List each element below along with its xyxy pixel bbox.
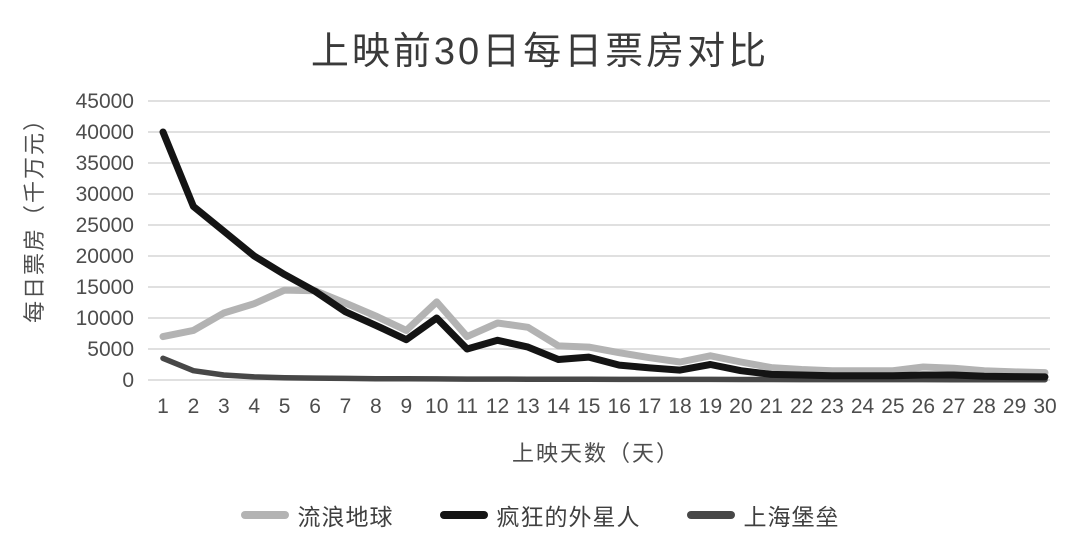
series-line-2 bbox=[160, 355, 1048, 383]
line-swatch-icon bbox=[439, 511, 488, 519]
legend-label: 疯狂的外星人 bbox=[496, 504, 641, 530]
x-tick-label: 12 bbox=[486, 395, 509, 418]
x-tick-label: 15 bbox=[577, 395, 600, 418]
legend: 流浪地球 疯狂的外星人 上海堡垒 bbox=[0, 498, 1080, 532]
x-tick-label: 19 bbox=[699, 395, 722, 418]
y-tick-label: 20000 bbox=[76, 245, 134, 268]
y-tick-label: 15000 bbox=[76, 276, 134, 299]
legend-item-shanghai-fortress: 上海堡垒 bbox=[686, 498, 840, 532]
x-tick-label: 28 bbox=[972, 395, 995, 418]
x-tick-label: 7 bbox=[340, 395, 352, 418]
x-tick-label: 18 bbox=[668, 395, 691, 418]
x-tick-label: 25 bbox=[881, 395, 904, 418]
legend-item-crazy-alien: 疯狂的外星人 bbox=[439, 498, 641, 532]
x-tick-label: 5 bbox=[279, 395, 291, 418]
y-tick-label: 10000 bbox=[76, 307, 134, 330]
x-tick-label: 26 bbox=[912, 395, 935, 418]
y-tick-label: 0 bbox=[122, 369, 134, 392]
x-tick-label: 27 bbox=[942, 395, 965, 418]
x-tick-label: 3 bbox=[218, 395, 230, 418]
x-tick-label: 9 bbox=[400, 395, 412, 418]
y-tick-label: 45000 bbox=[76, 90, 134, 113]
x-tick-label: 16 bbox=[608, 395, 631, 418]
chart-title: 上映前30日每日票房对比 bbox=[310, 31, 770, 73]
x-tick-label: 4 bbox=[248, 395, 260, 418]
x-tick-label: 11 bbox=[456, 395, 478, 418]
legend-item-wandering-earth: 流浪地球 bbox=[240, 498, 394, 532]
x-tick-label: 10 bbox=[425, 395, 448, 418]
x-tick-label: 21 bbox=[760, 395, 783, 418]
x-tick-label: 24 bbox=[851, 395, 875, 418]
x-tick-label: 1 bbox=[157, 395, 169, 418]
x-tick-label: 29 bbox=[1003, 395, 1026, 418]
x-tick-label: 2 bbox=[188, 395, 200, 418]
series-line-1 bbox=[159, 128, 1049, 381]
y-tick-label: 30000 bbox=[76, 183, 134, 206]
legend-label: 流浪地球 bbox=[297, 504, 394, 530]
x-tick-label: 30 bbox=[1033, 395, 1056, 418]
x-tick-label: 17 bbox=[638, 395, 661, 418]
y-tick-label: 35000 bbox=[76, 152, 134, 175]
legend-label: 上海堡垒 bbox=[743, 504, 840, 530]
x-tick-label: 8 bbox=[370, 395, 382, 418]
x-tick-label: 14 bbox=[547, 395, 571, 418]
x-tick-label: 20 bbox=[729, 395, 752, 418]
x-tick-label: 23 bbox=[820, 395, 843, 418]
x-tick-label: 6 bbox=[309, 395, 321, 418]
x-tick-label: 13 bbox=[516, 395, 539, 418]
line-swatch-icon bbox=[686, 511, 735, 519]
x-axis-title: 上映天数（天） bbox=[511, 441, 680, 466]
y-tick-label: 25000 bbox=[76, 214, 134, 237]
y-tick-label: 40000 bbox=[76, 121, 134, 144]
x-tick-label: 22 bbox=[790, 395, 813, 418]
line-swatch-icon bbox=[240, 511, 289, 519]
y-tick-label: 5000 bbox=[87, 338, 134, 361]
